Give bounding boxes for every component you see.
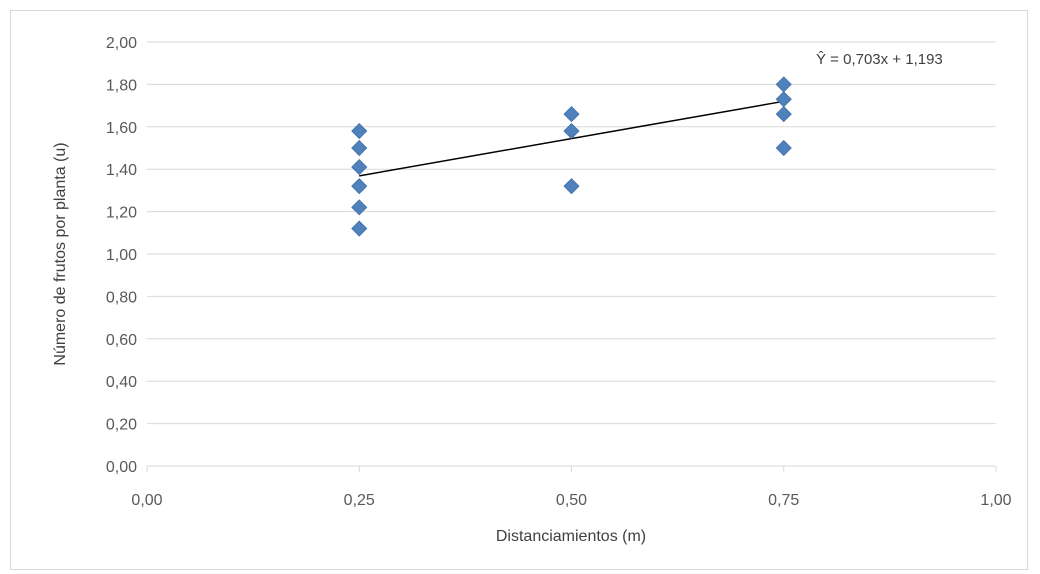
data-point (775, 91, 792, 108)
equation-label: Ŷ = 0,703x + 1,193 (816, 51, 943, 68)
data-point (563, 178, 580, 195)
y-tick-label: 0,60 (106, 332, 137, 349)
y-tick-label: 1,20 (106, 205, 137, 222)
x-tick-label: 0,00 (131, 492, 162, 509)
x-tick-label: 0,25 (344, 492, 375, 509)
data-point (351, 159, 368, 176)
y-tick-label: 0,40 (106, 374, 137, 391)
y-axis-title: Número de frutos por planta (u) (52, 142, 69, 365)
gridlines (147, 41, 996, 425)
y-tick-label: 0,80 (106, 289, 137, 306)
tick-labels: 0,00 0,20 0,40 0,60 0,80 1,00 1,20 1,40 1,60 1,80… (106, 35, 1012, 509)
data-point (775, 106, 792, 123)
data-point (351, 122, 368, 140)
data-point (775, 139, 792, 157)
data-point (351, 220, 368, 237)
y-tick-label: 1,40 (106, 162, 137, 179)
data-point (351, 139, 368, 157)
data-point (563, 106, 580, 123)
y-tick-label: 1,80 (106, 77, 137, 94)
data-points (351, 76, 792, 237)
x-tick-label: 1,00 (980, 492, 1011, 509)
y-tick-label: 0,20 (106, 417, 137, 434)
data-point (351, 199, 368, 216)
x-tick-label: 0,50 (556, 492, 587, 509)
data-point (775, 76, 792, 93)
y-tick-label: 2,00 (106, 35, 137, 52)
y-tick-label: 1,60 (106, 120, 137, 137)
y-tick-label: 0,00 (106, 459, 137, 476)
data-point (351, 178, 368, 195)
data-point (563, 122, 580, 140)
y-tick-label: 1,00 (106, 247, 137, 264)
x-tick-label: 0,75 (768, 492, 799, 509)
chart-frame (10, 10, 1028, 570)
axes (146, 465, 997, 472)
x-axis-title: Distanciamientos (m) (496, 528, 646, 545)
